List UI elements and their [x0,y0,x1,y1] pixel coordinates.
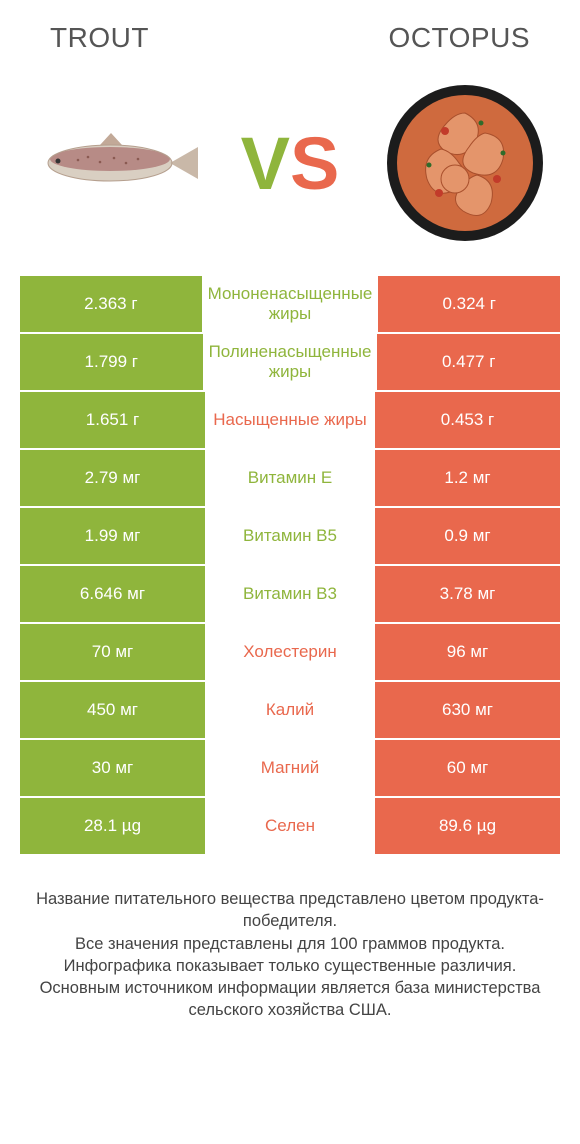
value-left: 2.363 г [20,276,202,334]
value-right: 60 мг [375,740,560,798]
value-left: 1.99 мг [20,508,205,566]
value-left: 1.799 г [20,334,203,392]
table-row: 30 мг Магний 60 мг [20,740,560,798]
table-row: 1.651 г Насыщенные жиры 0.453 г [20,392,560,450]
value-left: 6.646 мг [20,566,205,624]
table-row: 1.99 мг Витамин B5 0.9 мг [20,508,560,566]
vs-label: VS [241,121,340,206]
value-left: 1.651 г [20,392,205,450]
nutrient-label: Холестерин [205,624,375,682]
nutrient-label: Калий [205,682,375,740]
value-right: 0.477 г [377,334,560,392]
title-left: Trout [50,22,149,54]
hero-row: VS [20,54,560,276]
nutrient-label: Витамин E [205,450,375,508]
trout-image [30,78,200,248]
comparison-table: 2.363 г Мононенасыщенные жиры 0.324 г 1.… [20,276,560,856]
nutrient-label: Насыщенные жиры [205,392,375,450]
nutrient-label: Мононенасыщенные жиры [202,276,379,334]
value-left: 30 мг [20,740,205,798]
value-right: 0.324 г [378,276,560,334]
vs-v: V [241,121,290,206]
infographic-root: Trout Octopus VS [0,0,580,1144]
value-right: 0.9 мг [375,508,560,566]
value-left: 2.79 мг [20,450,205,508]
table-row: 2.363 г Мононенасыщенные жиры 0.324 г [20,276,560,334]
value-right: 89.6 µg [375,798,560,856]
nutrient-label: Полиненасыщенные жиры [203,334,378,392]
value-left: 450 мг [20,682,205,740]
value-right: 630 мг [375,682,560,740]
nutrient-label: Магний [205,740,375,798]
nutrient-label: Витамин B3 [205,566,375,624]
octopus-image [380,78,550,248]
value-right: 96 мг [375,624,560,682]
value-right: 0.453 г [375,392,560,450]
vs-s: S [290,121,339,206]
footer-note: Название питательного вещества представл… [20,856,560,1022]
value-right: 3.78 мг [375,566,560,624]
table-row: 28.1 µg Селен 89.6 µg [20,798,560,856]
table-row: 1.799 г Полиненасыщенные жиры 0.477 г [20,334,560,392]
value-right: 1.2 мг [375,450,560,508]
titles-row: Trout Octopus [20,22,560,54]
nutrient-label: Витамин B5 [205,508,375,566]
value-left: 70 мг [20,624,205,682]
table-row: 2.79 мг Витамин E 1.2 мг [20,450,560,508]
title-right: Octopus [389,22,530,54]
table-row: 70 мг Холестерин 96 мг [20,624,560,682]
value-left: 28.1 µg [20,798,205,856]
nutrient-label: Селен [205,798,375,856]
table-row: 450 мг Калий 630 мг [20,682,560,740]
table-row: 6.646 мг Витамин B3 3.78 мг [20,566,560,624]
